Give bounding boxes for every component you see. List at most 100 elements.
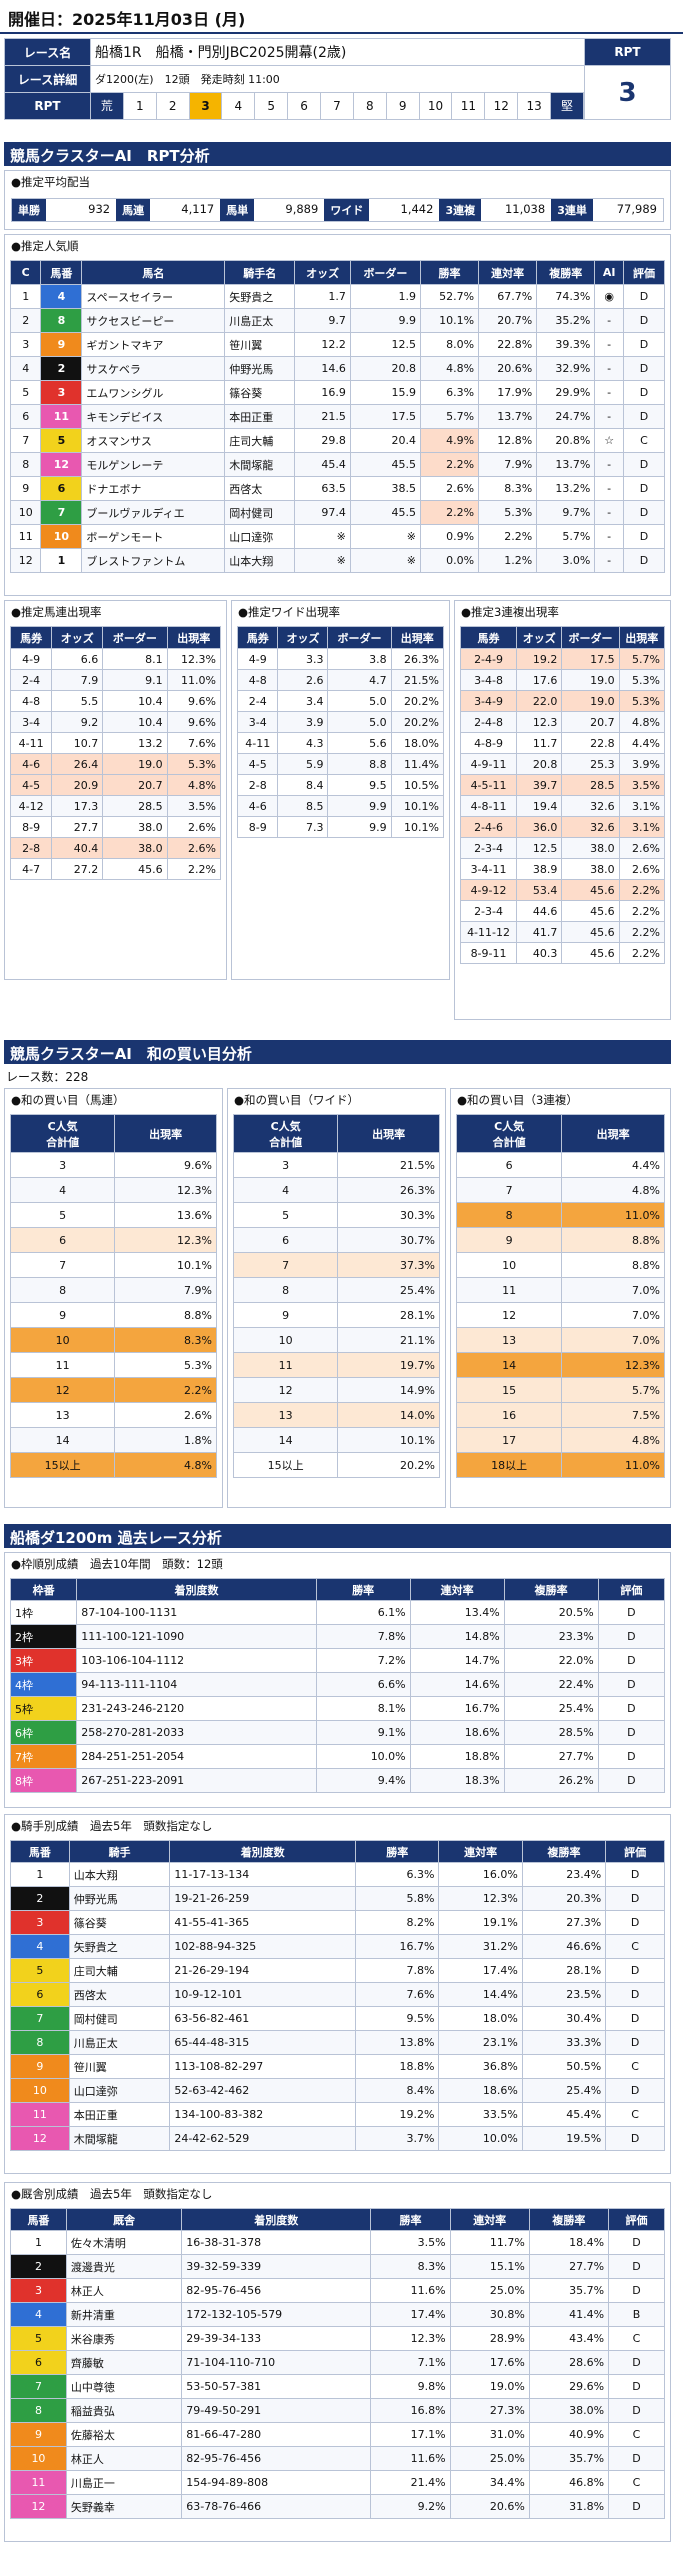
table-row: 11 10 ボーゲンモート 山口達弥 ※ ※ 0.9% 2.2% 5.7% - D xyxy=(9,524,666,549)
table-cell: 30.8% xyxy=(449,2302,530,2327)
table-cell: 2 xyxy=(40,356,83,381)
header-cell: 着別度数 xyxy=(169,1840,357,1863)
table-cell: 7 xyxy=(9,428,42,453)
table-cell: 28.5 xyxy=(102,795,168,817)
table-cell: 20.2% xyxy=(337,1452,440,1478)
table-row: 14 12.3% xyxy=(455,1352,665,1378)
table-cell: 10.1% xyxy=(337,1427,440,1453)
table-cell: C xyxy=(622,428,666,453)
table-row: 13 2.6% xyxy=(9,1402,217,1428)
table-cell: 8.8% xyxy=(114,1302,217,1328)
table-cell: 53.4 xyxy=(516,879,563,901)
table-cell: 8 xyxy=(10,2030,70,2055)
table-cell: 9.9 xyxy=(327,816,392,838)
table-cell: 12 xyxy=(10,2126,70,2151)
table-cell: 2.6% xyxy=(166,816,222,838)
table-cell: 仲野光馬 xyxy=(224,356,296,381)
table-cell: 7.6% xyxy=(355,1982,440,2007)
table-cell: 34.4% xyxy=(449,2470,530,2495)
table-cell: 6枠 xyxy=(9,1720,78,1745)
table-cell: 5.5 xyxy=(51,690,104,712)
table-cell: 18.8% xyxy=(409,1744,505,1769)
table-cell: 38.0 xyxy=(561,858,620,880)
table-cell: 40.9% xyxy=(528,2422,610,2447)
table-cell: 笹川翼 xyxy=(224,332,296,357)
table-cell: 7 xyxy=(40,500,83,525)
table-cell: 1枠 xyxy=(9,1600,78,1625)
table-row: 3 林正人 82-95-76-456 11.6% 25.0% 35.7% D xyxy=(10,2278,665,2303)
table-row: 3-4-9 22.0 19.0 5.3% xyxy=(459,690,666,712)
table-cell: 2 xyxy=(10,2254,67,2279)
table-cell: 9 xyxy=(40,332,83,357)
table-cell: 3-4-11 xyxy=(459,858,518,880)
table-cell: 11.6% xyxy=(370,2446,451,2471)
table-cell: 20.6% xyxy=(478,356,538,381)
table-row: 3-4-11 38.9 38.0 2.6% xyxy=(459,858,666,880)
table-row: 5 3 エムワンシグル 篠谷葵 16.9 15.9 6.3% 17.9% 29.9% - D xyxy=(9,380,666,405)
table-cell: 2.6% xyxy=(618,858,666,880)
table-cell: ブールヴァルディエ xyxy=(81,500,226,525)
table-cell: 12.3% xyxy=(561,1352,665,1378)
table-row: 15以上 20.2% xyxy=(232,1452,440,1478)
header-cell: 出現率 xyxy=(561,1114,665,1153)
table-cell: 4-9-12 xyxy=(459,879,518,901)
table-cell: 笹川翼 xyxy=(68,2054,171,2079)
table-cell: 5.7% xyxy=(618,648,666,670)
table-cell: 38.5 xyxy=(349,476,421,501)
table-cell: 3.9 xyxy=(277,711,329,733)
table-cell: 7 xyxy=(232,1252,339,1278)
table-cell: D xyxy=(622,308,666,333)
table-cell: 5.3% xyxy=(618,690,666,712)
table-cell: 8 xyxy=(232,1277,339,1303)
table-row: 13 14.0% xyxy=(232,1402,440,1428)
table-cell: ※ xyxy=(349,548,421,573)
table-row: 6 齊藤敏 71-104-110-710 7.1% 17.6% 28.6% D xyxy=(10,2350,665,2375)
table-cell: 16.8% xyxy=(370,2398,451,2423)
table-cell: 36.0 xyxy=(516,816,563,838)
table-cell: 5.3% xyxy=(478,500,538,525)
table-cell: D xyxy=(605,1910,665,1935)
table-row: 7 岡村健司 63-56-82-461 9.5% 18.0% 30.4% D xyxy=(10,2006,665,2031)
table-row: 12 矢野義幸 63-78-76-466 9.2% 20.6% 31.8% D xyxy=(10,2494,665,2519)
table-cell: 39-32-59-339 xyxy=(181,2254,372,2279)
table-row: 14 1.8% xyxy=(9,1427,217,1453)
header-cell: 勝率 xyxy=(315,1578,411,1601)
table-cell: 4-6 xyxy=(236,795,279,817)
table-cell: 52-63-42-462 xyxy=(169,2078,357,2103)
table-cell: 7.8% xyxy=(355,1958,440,1983)
table-cell: 11 xyxy=(232,1352,339,1378)
table-cell: 32.6 xyxy=(561,795,620,817)
table-cell: 11 xyxy=(40,404,83,429)
table-row: 7 37.3% xyxy=(232,1252,440,1278)
table-cell: - xyxy=(594,404,624,429)
table-cell: 9.7% xyxy=(536,500,596,525)
wa-umaren-box: ●和の買い目（馬連） C人気 合計値 出現率 3 9.6% 4 12.3% 5 13.6% 6 12… xyxy=(4,1088,223,1508)
umaren-box: ●推定馬連出現率 馬券 オッズ ボーダー 出現率 4-9 6.6 8.1 12.3% 2-4 7.… xyxy=(4,600,227,980)
header-cell: 評価 xyxy=(605,1840,665,1863)
table-cell: 14.4% xyxy=(438,1982,523,2007)
table-cell: 20.2% xyxy=(390,690,445,712)
table-cell: 28.5 xyxy=(561,774,620,796)
table-cell: D xyxy=(622,476,666,501)
table-cell: 13.8% xyxy=(355,2030,440,2055)
table-row: 18以上 11.0% xyxy=(455,1452,665,1478)
table-cell: 4-8 xyxy=(236,669,279,691)
rpt-label: RPT xyxy=(4,92,91,120)
table-cell: 4 xyxy=(9,1177,116,1203)
table-cell: 2-4 xyxy=(236,690,279,712)
table-cell: 11 xyxy=(9,1352,116,1378)
race-name: 船橋1R 船橋・門別JBC2025開幕(2歳) xyxy=(90,38,585,66)
table-cell: 33.3% xyxy=(521,2030,607,2055)
table-cell: 12.3 xyxy=(516,711,563,733)
table-cell: 稲益貴弘 xyxy=(65,2398,183,2423)
table-cell: 74.3% xyxy=(536,284,596,309)
header-cell: 評価 xyxy=(597,1578,666,1601)
table-cell: 13.2 xyxy=(102,732,168,754)
table-cell: 267-251-223-2091 xyxy=(76,1768,317,1793)
table-cell: 22.0 xyxy=(516,690,563,712)
table-cell: 岡村健司 xyxy=(68,2006,171,2031)
table-row: 12 1 ブレストファントム 山本大翔 ※ ※ 0.0% 1.2% 3.0% - D xyxy=(9,548,666,573)
table-row: 3 篠谷葵 41-55-41-365 8.2% 19.1% 27.3% D xyxy=(10,1910,665,1935)
table-row: 2-4 3.4 5.0 20.2% xyxy=(236,690,445,712)
table-cell: 14.8% xyxy=(409,1624,505,1649)
